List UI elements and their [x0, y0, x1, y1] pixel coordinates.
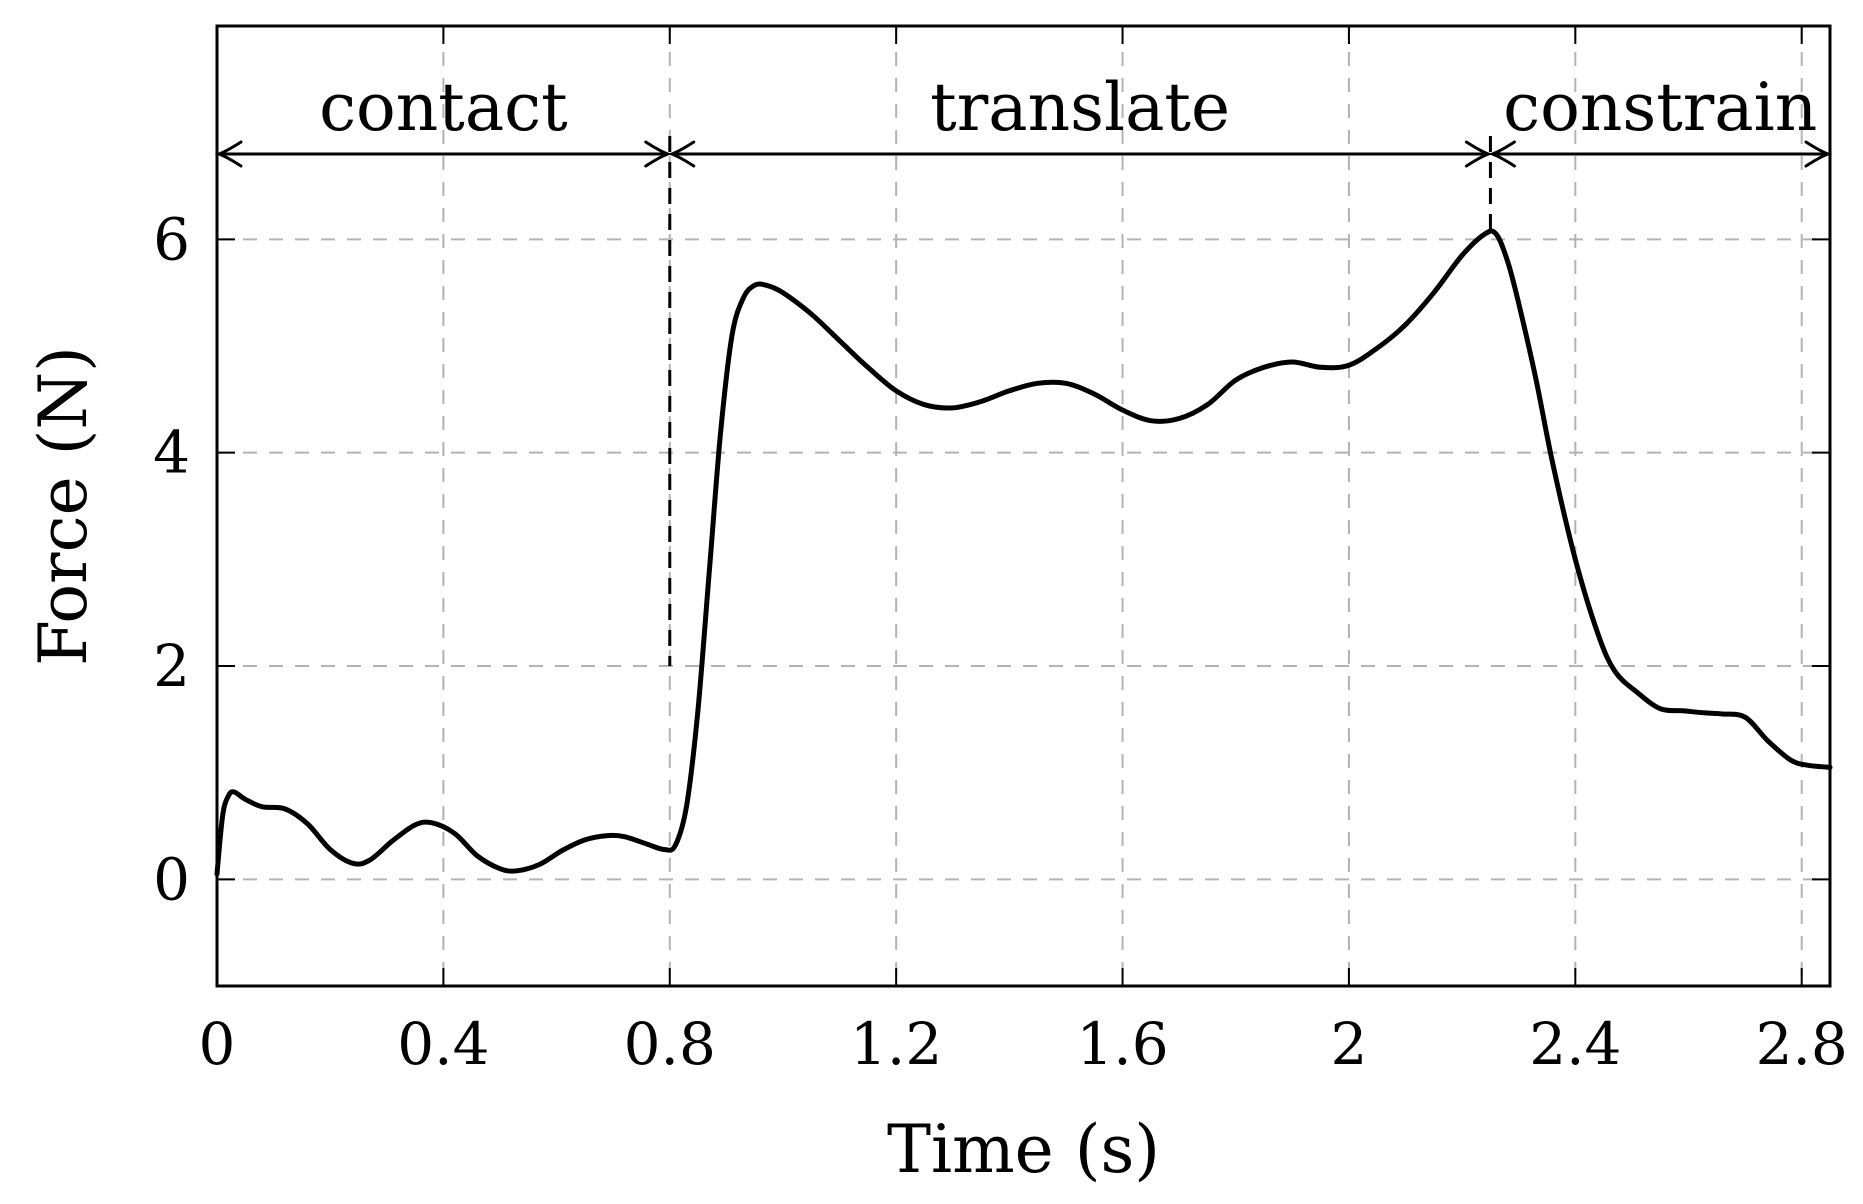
y-axis-ticks: 0 2 4 6: [153, 205, 1830, 913]
phase-arrowhead-right-2: [1804, 140, 1833, 168]
phase-arrowhead-left-0: [214, 140, 243, 168]
plot-area-frame: [215, 24, 1832, 988]
phase-arrowhead-left-2: [1488, 140, 1516, 168]
x-tick-label: 0: [199, 1010, 236, 1078]
phase-label-2: constrain: [1503, 69, 1817, 146]
x-axis-ticks: 0 0.4 0.8 1.2 1.6 2 2.4 2.8: [199, 26, 1848, 1078]
x-tick-label: 0.8: [624, 1010, 716, 1078]
grid: [217, 26, 1830, 986]
y-tick-label: 6: [153, 205, 190, 273]
x-tick-label: 2.8: [1756, 1010, 1848, 1078]
x-tick-label: 2.4: [1529, 1010, 1621, 1078]
phase-arrowhead-left-1: [667, 140, 696, 168]
x-tick-label: 0.4: [397, 1010, 489, 1078]
series-layer: [214, 228, 1833, 877]
y-tick-label: 0: [153, 845, 190, 913]
force-series-line: [214, 228, 1833, 877]
phase-annotations: contact translate constrain: [214, 69, 1833, 666]
y-tick-label: 2: [153, 632, 190, 700]
phase-label-1: translate: [930, 69, 1230, 146]
x-axis-title: Time (s): [887, 1111, 1160, 1188]
x-tick-label: 1.2: [850, 1010, 942, 1078]
y-axis-title: Force (N): [25, 346, 102, 666]
x-tick-label: 2: [1330, 1010, 1367, 1078]
y-tick-label: 4: [153, 419, 190, 487]
x-tick-label: 1.6: [1076, 1010, 1168, 1078]
phase-label-0: contact: [319, 69, 568, 146]
